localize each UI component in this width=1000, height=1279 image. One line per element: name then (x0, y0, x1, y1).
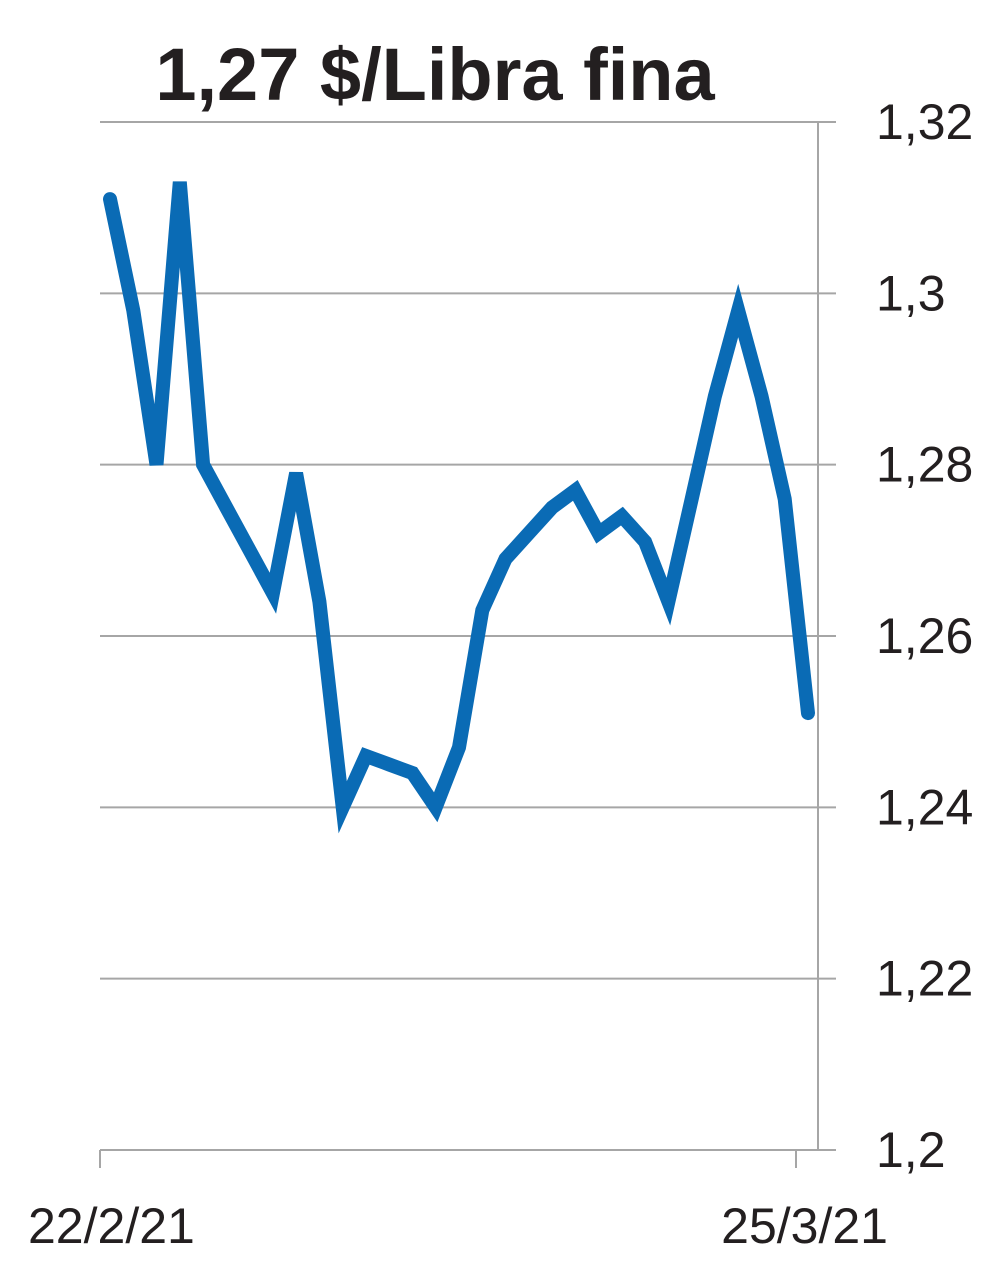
y-axis-ticks: 1,32 1,3 1,28 1,26 1,24 1,22 1,2 (818, 94, 973, 1178)
x-tick-label: 22/2/21 (28, 1198, 195, 1254)
y-tick-label: 1,24 (876, 779, 973, 835)
y-tick-label: 1,22 (876, 951, 973, 1007)
series-line (103, 181, 815, 834)
y-tick-label: 1,2 (876, 1122, 946, 1178)
gridlines (100, 121, 818, 980)
y-tick-label: 1,3 (876, 265, 946, 321)
x-axis-ticks: 22/2/21 25/3/21 (28, 1150, 888, 1254)
x-tick-label: 25/3/21 (721, 1198, 888, 1254)
series-layer (103, 181, 815, 834)
y-tick-label: 1,26 (876, 608, 973, 664)
y-tick-label: 1,32 (876, 94, 973, 150)
y-tick-label: 1,28 (876, 437, 973, 493)
chart-title: 1,27 $/Libra fina (155, 33, 715, 116)
